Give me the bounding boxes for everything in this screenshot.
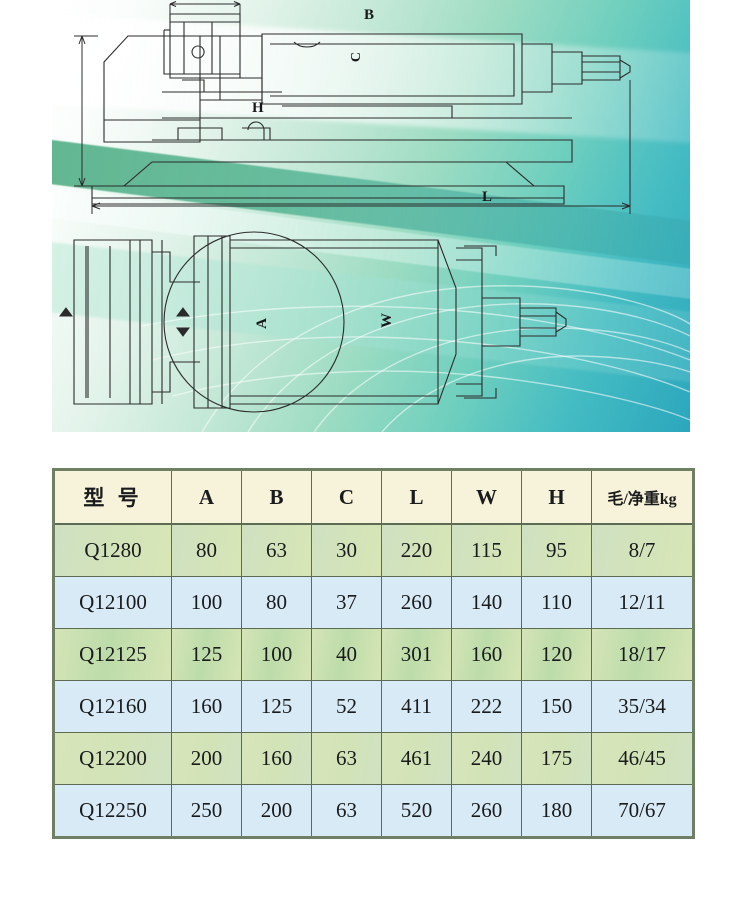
column-header-c: C — [311, 469, 382, 525]
cell-w: 160 — [451, 628, 522, 681]
cell-h: 95 — [521, 523, 592, 577]
vise-top-view-drawing — [59, 231, 567, 413]
cell-l: 461 — [381, 732, 452, 785]
dimension-label-w: W — [379, 313, 395, 328]
cell-a: 200 — [171, 732, 242, 785]
cell-model: Q12100 — [53, 576, 172, 629]
dimension-label-b: B — [364, 7, 375, 23]
cell-w: 140 — [451, 576, 522, 629]
cell-weight: 8/7 — [591, 523, 694, 577]
column-header-w: W — [451, 469, 522, 525]
dimension-label-l: L — [482, 189, 493, 205]
cell-l: 220 — [381, 523, 452, 577]
table-header-row: 型 号 A B C L W H 毛/净重kg — [53, 469, 694, 525]
cell-w: 115 — [451, 523, 522, 577]
column-header-h: H — [521, 469, 592, 525]
table-row: Q12125 125 100 40 301 160 120 18/17 — [53, 628, 694, 681]
cell-a: 100 — [171, 576, 242, 629]
cell-weight: 12/11 — [591, 576, 694, 629]
cell-h: 110 — [521, 576, 592, 629]
specification-table: 型 号 A B C L W H 毛/净重kg Q1280 80 63 30 22… — [52, 468, 695, 839]
table-row: Q12200 200 160 63 461 240 175 46/45 — [53, 732, 694, 785]
cell-c: 63 — [311, 732, 382, 785]
vise-side-view-drawing — [74, 1, 631, 214]
cell-model: Q12160 — [53, 680, 172, 733]
cell-l: 301 — [381, 628, 452, 681]
cell-b: 63 — [241, 523, 312, 577]
cell-weight: 70/67 — [591, 784, 694, 838]
cell-a: 125 — [171, 628, 242, 681]
cell-c: 30 — [311, 523, 382, 577]
table-row: Q12100 100 80 37 260 140 110 12/11 — [53, 576, 694, 629]
cell-b: 125 — [241, 680, 312, 733]
cell-b: 100 — [241, 628, 312, 681]
cell-weight: 18/17 — [591, 628, 694, 681]
cell-model: Q12200 — [53, 732, 172, 785]
cell-weight: 46/45 — [591, 732, 694, 785]
cell-model: Q12250 — [53, 784, 172, 838]
table-row: Q12160 160 125 52 411 222 150 35/34 — [53, 680, 694, 733]
dimension-label-h: H — [252, 100, 264, 116]
cell-model: Q12125 — [53, 628, 172, 681]
cell-h: 120 — [521, 628, 592, 681]
column-header-model: 型 号 — [53, 469, 172, 525]
cell-b: 160 — [241, 732, 312, 785]
column-header-b: B — [241, 469, 312, 525]
cell-w: 260 — [451, 784, 522, 838]
cell-l: 520 — [381, 784, 452, 838]
cell-b: 80 — [241, 576, 312, 629]
cell-b: 200 — [241, 784, 312, 838]
cell-a: 80 — [171, 523, 242, 577]
cell-c: 40 — [311, 628, 382, 681]
table-row: Q1280 80 63 30 220 115 95 8/7 — [53, 523, 694, 577]
column-header-l: L — [381, 469, 452, 525]
cell-h: 150 — [521, 680, 592, 733]
cell-h: 175 — [521, 732, 592, 785]
column-header-weight: 毛/净重kg — [591, 469, 694, 525]
cell-c: 37 — [311, 576, 382, 629]
cell-a: 160 — [171, 680, 242, 733]
cell-w: 240 — [451, 732, 522, 785]
cell-l: 411 — [381, 680, 452, 733]
table-row: Q12250 250 200 63 520 260 180 70/67 — [53, 784, 694, 838]
cell-h: 180 — [521, 784, 592, 838]
product-illustration-panel: B C H L A W — [52, 0, 690, 432]
dimension-label-c: C — [349, 51, 365, 63]
cell-model: Q1280 — [53, 523, 172, 577]
dimension-label-a: A — [253, 318, 270, 329]
cell-c: 63 — [311, 784, 382, 838]
cell-weight: 35/34 — [591, 680, 694, 733]
specification-table-container: 型 号 A B C L W H 毛/净重kg Q1280 80 63 30 22… — [52, 468, 695, 839]
cell-a: 250 — [171, 784, 242, 838]
cell-c: 52 — [311, 680, 382, 733]
cell-l: 260 — [381, 576, 452, 629]
cell-w: 222 — [451, 680, 522, 733]
column-header-a: A — [171, 469, 242, 525]
